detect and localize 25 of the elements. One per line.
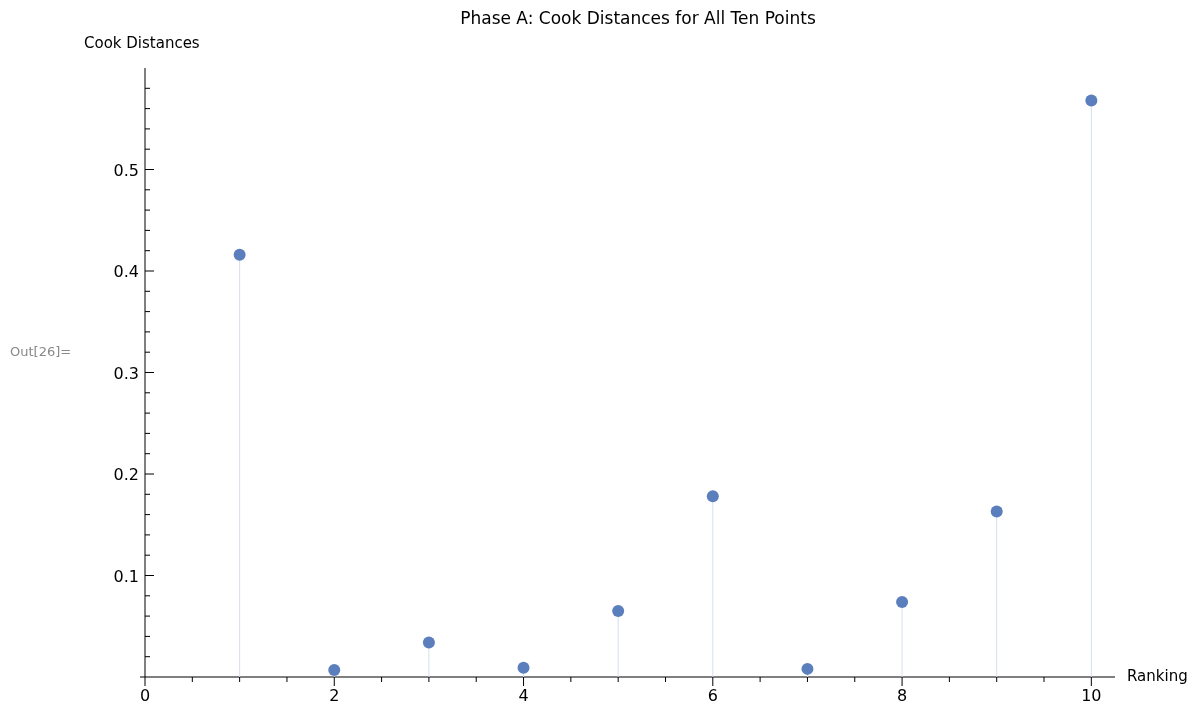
y-axis-title: Cook Distances — [84, 34, 200, 52]
text: Out[26]= — [10, 344, 72, 359]
x-tick-label: 4 — [518, 686, 529, 704]
y-tick-label: 0.5 — [113, 160, 139, 180]
chart-title: Phase A: Cook Distances for All Ten Points — [460, 8, 816, 28]
y-tick-label: 0.2 — [113, 465, 139, 484]
x-tick-label: 10 — [1081, 686, 1102, 704]
point — [517, 661, 530, 674]
x-tick-label: 8 — [896, 686, 908, 704]
point — [990, 505, 1003, 518]
x-axis-title: Ranking — [1127, 667, 1188, 685]
point — [233, 248, 246, 261]
y-tick-label: 0.3 — [113, 363, 139, 383]
y-tick-label: 0.4 — [113, 262, 139, 281]
x-tick-label: 0 — [139, 686, 151, 704]
point — [896, 595, 909, 608]
point — [328, 663, 341, 676]
x-tick-label: 2 — [329, 686, 340, 704]
point — [612, 605, 625, 618]
point — [801, 662, 814, 675]
point — [1085, 94, 1098, 107]
point — [706, 490, 719, 503]
y-tick-label: 0.1 — [113, 566, 139, 586]
x-tick-label: 6 — [707, 686, 718, 704]
point — [422, 636, 435, 649]
